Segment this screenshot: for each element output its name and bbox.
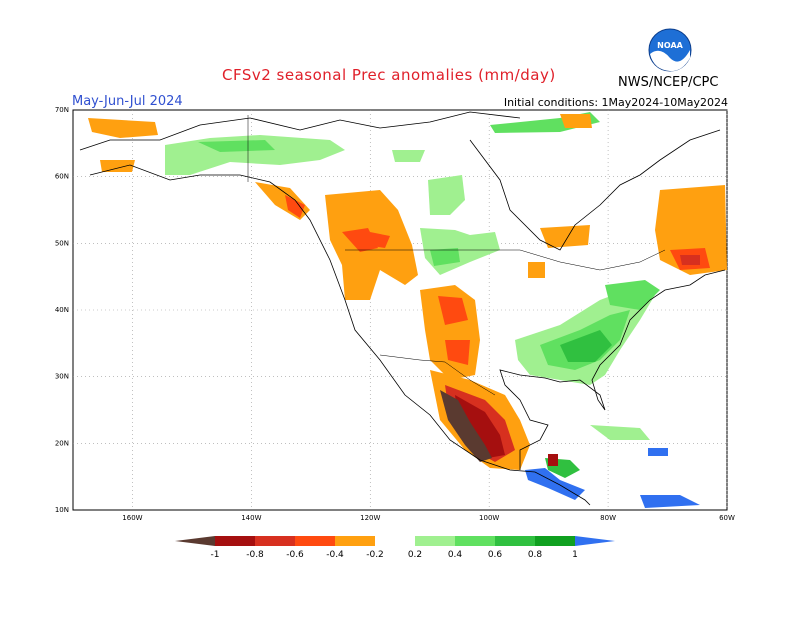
colorbar-label: 0.4 [448,550,463,560]
anomaly-patch [560,330,612,362]
y-tick-label: 10N [55,506,69,514]
anomaly-patch [680,255,700,265]
colorbar-swatch [535,536,575,546]
anomaly-patch [198,140,275,152]
anomaly-patch [88,118,158,138]
colorbar-swatch [255,536,295,546]
anomaly-patch [430,248,460,266]
colorbar-label: 0.6 [488,550,503,560]
y-tick-label: 30N [55,373,69,381]
anomaly-patch [548,454,558,466]
y-tick-label: 50N [55,239,69,247]
us-mexico-border [379,354,496,396]
anomaly-patch [285,195,305,218]
anomaly-patch [528,262,545,278]
anomaly-patch [590,425,650,440]
colorbar-label: 0.8 [528,550,543,560]
colorbar-swatch [455,536,495,546]
colorbar-swatch [375,536,415,546]
anomaly-patches [88,112,727,508]
anomaly-patch [540,225,590,248]
noaa-logo-icon: NOAA [648,28,692,72]
colorbar-swatch [495,536,535,546]
anomaly-patch [342,228,378,252]
x-tick-label: 100W [479,514,499,522]
anomaly-patch [648,448,668,456]
colorbar-swatch [575,536,615,546]
chart-title: CFSv2 seasonal Prec anomalies (mm/day) [222,66,556,84]
north-america-coastline [79,111,726,506]
y-tick-label: 20N [55,439,69,447]
x-tick-label: 80W [600,514,616,522]
colorbar-swatch [335,536,375,546]
colorbar-label: -0.6 [286,550,304,560]
coastlines [79,111,726,506]
colorbar-swatch [295,536,335,546]
y-tick-labels: 10N 20N 30N 40N 50N 60N 70N [55,106,69,514]
noaa-logo-text: NOAA [657,41,683,50]
y-tick-label: 70N [55,106,69,114]
anomaly-patch [605,280,660,310]
anomaly-patch [438,296,468,325]
anomaly-patch [445,340,470,365]
anomaly-patch [560,114,592,128]
x-tick-labels: 160W 140W 120W 100W 80W 60W [122,514,735,522]
colorbar-swatch [215,536,255,546]
x-tick-label: 140W [241,514,261,522]
x-tick-label: 60W [719,514,735,522]
x-tick-label: 120W [360,514,380,522]
anomaly-patch [525,468,585,500]
colorbar-label: -0.4 [326,550,344,560]
colorbar-label: 0.2 [408,550,422,560]
y-tick-label: 40N [55,306,69,314]
colorbar-label: -0.2 [366,550,384,560]
anomaly-patch [640,495,700,508]
colorbar-swatch [415,536,455,546]
initial-conditions-label: Initial conditions: 1May2024-10May2024 [503,96,728,109]
anomaly-patch [392,150,425,162]
anomaly-patch [440,390,492,462]
agency-label: NWS/NCEP/CPC [618,75,719,90]
season-label: May-Jun-Jul 2024 [72,94,183,109]
anomaly-patch [428,175,465,215]
colorbar-label: -1 [211,550,220,560]
colorbar-label: 1 [572,550,578,560]
colorbar-label: -0.8 [246,550,264,560]
us-canada-border [345,249,666,271]
anomaly-patch [370,232,390,248]
colorbar: -1 -0.8 -0.6 -0.4 -0.2 0.2 0.4 0.6 0.8 1 [175,536,615,560]
anomaly-patch [100,160,135,172]
x-tick-label: 160W [122,514,142,522]
colorbar-swatch [175,536,215,546]
y-tick-label: 60N [55,173,69,181]
anomaly-patch [455,395,505,458]
